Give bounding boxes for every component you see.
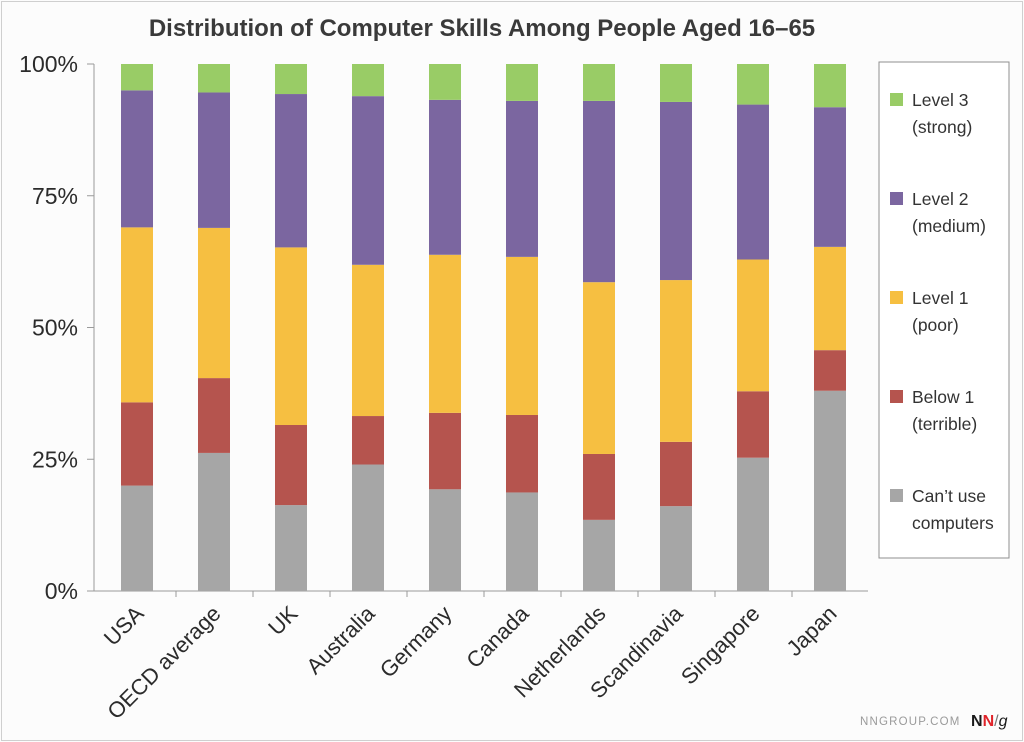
bar-segment	[814, 350, 846, 391]
legend-label: Level 1	[912, 288, 968, 308]
logo-g: g	[999, 713, 1008, 730]
bar-segment	[583, 453, 615, 520]
y-tick-label: 0%	[45, 578, 78, 604]
legend-swatch	[890, 291, 903, 304]
legend-label: computers	[912, 513, 994, 533]
bar-segment	[814, 64, 846, 108]
bar-segment	[737, 104, 769, 260]
x-tick-label: Australia	[301, 600, 380, 679]
nng-logo: NN/g	[971, 713, 1008, 730]
footer-site: NNGROUP.COM	[860, 716, 961, 728]
bar-segment	[275, 64, 307, 95]
bar-segment	[121, 227, 153, 403]
bar-segment	[660, 101, 692, 281]
y-tick-label: 25%	[32, 446, 78, 472]
bar-segment	[660, 506, 692, 591]
bar-segment	[506, 492, 538, 591]
bar-segment	[429, 254, 461, 413]
bar-segment	[737, 64, 769, 105]
bar-segment	[583, 519, 615, 591]
legend-swatch	[890, 93, 903, 106]
x-tick-label: Canada	[461, 600, 534, 673]
y-tick-label: 75%	[32, 183, 78, 209]
y-tick-label: 50%	[32, 315, 78, 341]
bar-segment	[198, 452, 230, 591]
chart-title: Distribution of Computer Skills Among Pe…	[149, 15, 815, 42]
x-tick-label: Germany	[375, 601, 457, 683]
bar-segment	[737, 391, 769, 458]
bar-segment	[583, 100, 615, 283]
legend-label: (poor)	[912, 315, 959, 335]
legend-swatch	[890, 390, 903, 403]
bar-segment	[506, 256, 538, 415]
logo-sep: /	[994, 713, 999, 730]
x-tick-label: USA	[99, 601, 149, 651]
bar-segment	[352, 64, 384, 97]
legend-swatch	[890, 489, 903, 502]
legend: Level 3 (strong) Level 2 (medium) Level 1 (po…	[890, 90, 994, 533]
bar-segment	[198, 92, 230, 228]
legend-label: (strong)	[912, 117, 972, 137]
bar-segment	[429, 64, 461, 100]
bar-segment	[121, 402, 153, 486]
bar-segment	[275, 505, 307, 591]
x-tick-label: Singapore	[676, 601, 765, 690]
bar-segment	[506, 100, 538, 257]
legend-label: Below 1	[912, 387, 974, 407]
legend-label: Level 3	[912, 90, 968, 110]
bar-segment	[352, 96, 384, 265]
bar-segment	[583, 64, 615, 101]
bar-segment	[198, 227, 230, 379]
bar-segment	[352, 416, 384, 465]
bar-segment	[660, 280, 692, 442]
bar-segment	[121, 90, 153, 228]
logo-n2: N	[983, 713, 995, 730]
bar-segment	[506, 414, 538, 493]
bar-segment	[429, 99, 461, 255]
bar-segment	[429, 489, 461, 591]
bar-segment	[198, 64, 230, 93]
bar-segment	[583, 282, 615, 454]
bar-segment	[814, 246, 846, 351]
bar-segment	[660, 64, 692, 102]
bar-segment	[429, 412, 461, 490]
x-tick-label: Japan	[781, 601, 841, 661]
bar-segment	[814, 390, 846, 591]
legend-label: Level 2	[912, 189, 968, 209]
y-tick-label: 100%	[19, 51, 78, 77]
legend-label: (terrible)	[912, 414, 977, 434]
legend-label: (medium)	[912, 216, 986, 236]
bar-segment	[352, 264, 384, 417]
bar-segment	[352, 464, 384, 591]
logo-n1: N	[971, 713, 983, 730]
bar-segment	[814, 107, 846, 247]
bar-segment	[275, 424, 307, 506]
legend-swatch	[890, 192, 903, 205]
legend-box	[878, 61, 1010, 559]
legend-label: Can’t use	[912, 486, 986, 506]
bar-segment	[506, 64, 538, 101]
bar-segment	[660, 441, 692, 507]
y-axis: 0% 25% 50% 75% 100%	[19, 51, 868, 604]
bar-segment	[275, 247, 307, 425]
bar-segment	[275, 94, 307, 248]
bar-segment	[737, 457, 769, 591]
bar-segment	[121, 485, 153, 591]
bar-segment	[737, 259, 769, 392]
x-tick-label: UK	[263, 601, 303, 641]
bar-segment	[198, 378, 230, 453]
bars	[121, 64, 846, 591]
bar-segment	[121, 64, 153, 91]
